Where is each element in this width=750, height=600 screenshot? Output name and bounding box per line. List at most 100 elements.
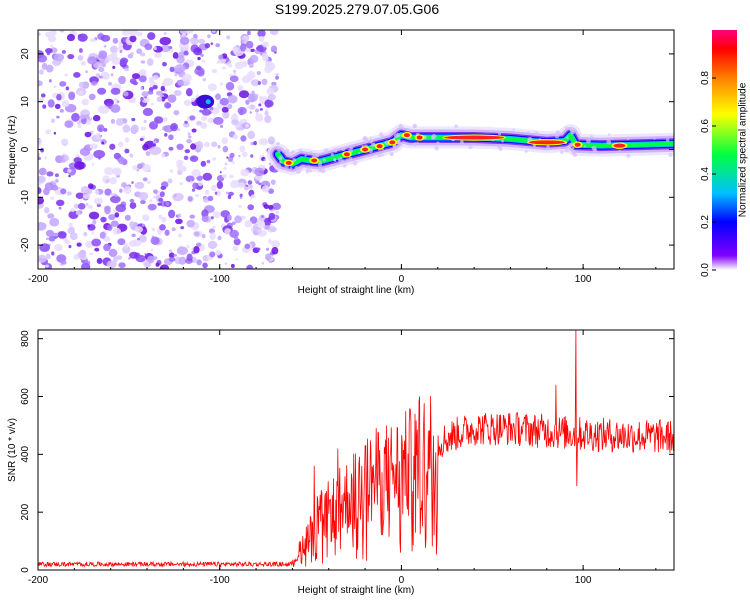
noise-blob (200, 53, 204, 57)
noise-blob (271, 48, 275, 52)
x-tick-label: -100 (210, 575, 230, 586)
noise-blob (221, 66, 227, 70)
noise-blob (50, 196, 55, 200)
noise-blob (107, 81, 113, 86)
noise-blob (250, 194, 256, 199)
noise-blob (91, 232, 95, 235)
noise-blob (191, 188, 196, 192)
ridge-halo-dot (385, 149, 389, 153)
noise-blob (109, 195, 121, 204)
noise-blob (110, 87, 121, 95)
ridge-halo-dot (665, 138, 670, 142)
noise-blob (108, 214, 116, 221)
noise-blob (150, 102, 155, 106)
noise-blob (183, 155, 189, 161)
noise-blob (144, 43, 153, 51)
noise-blob (53, 53, 65, 62)
noise-blob (63, 155, 70, 162)
noise-blob (124, 67, 129, 72)
noise-blob (128, 240, 138, 248)
x-tick-label: 0 (399, 274, 405, 285)
noise-blob (67, 53, 75, 60)
noise-blob (233, 238, 241, 246)
noise-blob (45, 253, 51, 260)
x-tick-label: 0 (399, 575, 405, 586)
snr-y-axis: 0 200 400 600 800 (20, 330, 674, 573)
hotspot-core (205, 99, 211, 105)
noise-blob (110, 118, 116, 124)
noise-blob (114, 97, 118, 102)
noise-blob (250, 79, 261, 87)
noise-blob (186, 219, 195, 228)
noise-blob (50, 30, 57, 37)
noise-blob (112, 37, 119, 44)
noise-blob (268, 212, 276, 221)
noise-blob (39, 69, 44, 75)
noise-blob (54, 243, 63, 252)
noise-blob (88, 93, 96, 101)
noise-blob (190, 180, 193, 184)
ridge-halo-dot (569, 143, 573, 146)
noise-blob (38, 175, 46, 184)
ridge-halo-dot (571, 149, 577, 155)
noise-blob (159, 36, 171, 46)
noise-blob (234, 215, 242, 224)
noise-blob (209, 251, 216, 258)
noise-blob (221, 107, 229, 113)
noise-blob (271, 81, 277, 86)
noise-blob (255, 113, 264, 122)
ridge-halo-dot (566, 136, 569, 140)
noise-blob (97, 124, 105, 133)
ridge-core-red (376, 144, 383, 149)
noise-blob (240, 60, 248, 68)
noise-blob (131, 73, 141, 80)
noise-blob (176, 159, 184, 166)
noise-blob (241, 151, 248, 158)
noise-blob (168, 134, 174, 141)
ridge-halo-dot (337, 157, 343, 162)
figure-title: S199.2025.279.07.05.G06 (275, 1, 439, 17)
noise-blob (204, 42, 211, 49)
noise-blob (115, 118, 124, 126)
noise-blob (250, 48, 255, 53)
noise-blob (193, 245, 200, 254)
ridge-halo-dot (497, 145, 502, 150)
noise-blob (266, 247, 270, 251)
ridge-halo-dot (380, 134, 385, 139)
noise-blob (119, 49, 123, 54)
ridge-halo-dot (570, 130, 575, 135)
noise-blob (189, 214, 196, 219)
noise-blob (131, 181, 134, 184)
ridge-halo-dot (608, 133, 611, 136)
y-tick-label: 200 (20, 503, 31, 520)
noise-blob (232, 69, 237, 73)
noise-blob (90, 81, 98, 86)
noise-blob (149, 199, 153, 203)
noise-blob (38, 196, 45, 205)
noise-blob (195, 94, 199, 99)
noise-blob (129, 198, 135, 203)
noise-blob (80, 60, 86, 66)
ridge-halo-dot (434, 146, 439, 151)
noise-blob (141, 214, 150, 222)
spectrogram-heatmap (38, 30, 674, 269)
noise-blob (174, 73, 178, 77)
noise-blob (101, 141, 105, 145)
noise-blob (47, 99, 55, 108)
noise-blob (71, 112, 80, 122)
noise-blob (173, 110, 180, 116)
ridge-halo-dot (564, 148, 569, 153)
noise-blob (250, 197, 253, 200)
noise-blob (195, 242, 202, 247)
noise-blob (39, 97, 45, 102)
noise-blob (147, 255, 155, 264)
ridge-halo-dot (498, 132, 502, 136)
noise-blob (182, 73, 192, 82)
noise-blob (238, 90, 250, 99)
noise-blob (70, 208, 76, 213)
noise-blob (51, 184, 59, 191)
noise-blob (231, 160, 235, 164)
noise-blob (211, 68, 218, 74)
noise-blob (143, 119, 147, 124)
noise-blob (112, 192, 116, 196)
